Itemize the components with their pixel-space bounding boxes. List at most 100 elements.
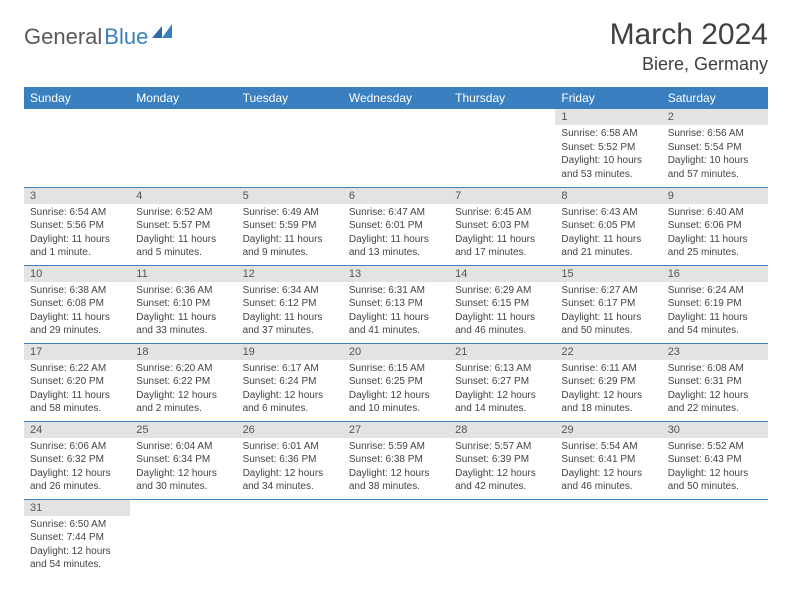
sunrise-text: Sunrise: 6:43 AM — [561, 206, 655, 220]
logo: General Blue — [24, 24, 174, 50]
calendar-cell: 22Sunrise: 6:11 AMSunset: 6:29 PMDayligh… — [555, 343, 661, 421]
daylight-text: Daylight: 11 hours and 9 minutes. — [243, 233, 337, 260]
day-number: 18 — [130, 344, 236, 360]
daylight-text: Daylight: 11 hours and 29 minutes. — [30, 311, 124, 338]
calendar-cell — [130, 109, 236, 187]
day-data: Sunrise: 6:11 AMSunset: 6:29 PMDaylight:… — [555, 360, 661, 420]
sunset-text: Sunset: 6:08 PM — [30, 297, 124, 311]
day-number — [130, 500, 236, 516]
calendar-cell: 13Sunrise: 6:31 AMSunset: 6:13 PMDayligh… — [343, 265, 449, 343]
sunset-text: Sunset: 5:52 PM — [561, 141, 655, 155]
day-data: Sunrise: 6:17 AMSunset: 6:24 PMDaylight:… — [237, 360, 343, 420]
sunrise-text: Sunrise: 6:27 AM — [561, 284, 655, 298]
calendar-cell: 28Sunrise: 5:57 AMSunset: 6:39 PMDayligh… — [449, 421, 555, 499]
sunrise-text: Sunrise: 6:06 AM — [30, 440, 124, 454]
daylight-text: Daylight: 11 hours and 1 minute. — [30, 233, 124, 260]
sunrise-text: Sunrise: 5:59 AM — [349, 440, 443, 454]
calendar-cell: 18Sunrise: 6:20 AMSunset: 6:22 PMDayligh… — [130, 343, 236, 421]
calendar-cell: 30Sunrise: 5:52 AMSunset: 6:43 PMDayligh… — [662, 421, 768, 499]
weekday-header: Sunday — [24, 87, 130, 109]
header: General Blue March 2024 Biere, Germany — [24, 18, 768, 75]
day-data: Sunrise: 5:57 AMSunset: 6:39 PMDaylight:… — [449, 438, 555, 498]
sunset-text: Sunset: 6:27 PM — [455, 375, 549, 389]
daylight-text: Daylight: 12 hours and 26 minutes. — [30, 467, 124, 494]
daylight-text: Daylight: 11 hours and 50 minutes. — [561, 311, 655, 338]
calendar-cell: 5Sunrise: 6:49 AMSunset: 5:59 PMDaylight… — [237, 187, 343, 265]
day-number: 8 — [555, 188, 661, 204]
sunset-text: Sunset: 6:12 PM — [243, 297, 337, 311]
calendar-cell: 1Sunrise: 6:58 AMSunset: 5:52 PMDaylight… — [555, 109, 661, 187]
logo-text-general: General — [24, 24, 102, 50]
daylight-text: Daylight: 11 hours and 13 minutes. — [349, 233, 443, 260]
sunset-text: Sunset: 6:20 PM — [30, 375, 124, 389]
day-number: 28 — [449, 422, 555, 438]
calendar-cell: 4Sunrise: 6:52 AMSunset: 5:57 PMDaylight… — [130, 187, 236, 265]
day-number: 3 — [24, 188, 130, 204]
daylight-text: Daylight: 11 hours and 58 minutes. — [30, 389, 124, 416]
daylight-text: Daylight: 11 hours and 5 minutes. — [136, 233, 230, 260]
day-data: Sunrise: 6:45 AMSunset: 6:03 PMDaylight:… — [449, 204, 555, 264]
sunset-text: Sunset: 6:17 PM — [561, 297, 655, 311]
day-number: 25 — [130, 422, 236, 438]
calendar-cell: 8Sunrise: 6:43 AMSunset: 6:05 PMDaylight… — [555, 187, 661, 265]
day-data: Sunrise: 6:31 AMSunset: 6:13 PMDaylight:… — [343, 282, 449, 342]
sunset-text: Sunset: 5:57 PM — [136, 219, 230, 233]
calendar-cell — [237, 499, 343, 577]
sunset-text: Sunset: 6:31 PM — [668, 375, 762, 389]
calendar-cell: 21Sunrise: 6:13 AMSunset: 6:27 PMDayligh… — [449, 343, 555, 421]
daylight-text: Daylight: 12 hours and 38 minutes. — [349, 467, 443, 494]
sunrise-text: Sunrise: 6:15 AM — [349, 362, 443, 376]
day-number: 30 — [662, 422, 768, 438]
weekday-header: Thursday — [449, 87, 555, 109]
calendar-cell: 6Sunrise: 6:47 AMSunset: 6:01 PMDaylight… — [343, 187, 449, 265]
page-title: March 2024 — [610, 18, 768, 52]
day-number: 5 — [237, 188, 343, 204]
calendar-cell: 25Sunrise: 6:04 AMSunset: 6:34 PMDayligh… — [130, 421, 236, 499]
sunset-text: Sunset: 5:59 PM — [243, 219, 337, 233]
sunset-text: Sunset: 6:24 PM — [243, 375, 337, 389]
calendar-cell — [130, 499, 236, 577]
daylight-text: Daylight: 11 hours and 21 minutes. — [561, 233, 655, 260]
daylight-text: Daylight: 11 hours and 37 minutes. — [243, 311, 337, 338]
day-data: Sunrise: 6:01 AMSunset: 6:36 PMDaylight:… — [237, 438, 343, 498]
calendar-cell — [449, 499, 555, 577]
calendar-cell: 3Sunrise: 6:54 AMSunset: 5:56 PMDaylight… — [24, 187, 130, 265]
calendar-row: 1Sunrise: 6:58 AMSunset: 5:52 PMDaylight… — [24, 109, 768, 187]
sunrise-text: Sunrise: 6:52 AM — [136, 206, 230, 220]
day-number: 17 — [24, 344, 130, 360]
sunset-text: Sunset: 6:39 PM — [455, 453, 549, 467]
calendar-row: 31Sunrise: 6:50 AMSunset: 7:44 PMDayligh… — [24, 499, 768, 577]
sunset-text: Sunset: 6:03 PM — [455, 219, 549, 233]
daylight-text: Daylight: 12 hours and 42 minutes. — [455, 467, 549, 494]
day-data: Sunrise: 6:20 AMSunset: 6:22 PMDaylight:… — [130, 360, 236, 420]
day-data: Sunrise: 6:22 AMSunset: 6:20 PMDaylight:… — [24, 360, 130, 420]
weekday-header: Friday — [555, 87, 661, 109]
daylight-text: Daylight: 11 hours and 41 minutes. — [349, 311, 443, 338]
day-number: 15 — [555, 266, 661, 282]
day-number: 11 — [130, 266, 236, 282]
calendar-cell: 14Sunrise: 6:29 AMSunset: 6:15 PMDayligh… — [449, 265, 555, 343]
calendar-cell — [662, 499, 768, 577]
day-number: 21 — [449, 344, 555, 360]
day-data: Sunrise: 6:49 AMSunset: 5:59 PMDaylight:… — [237, 204, 343, 264]
sunset-text: Sunset: 6:29 PM — [561, 375, 655, 389]
sunrise-text: Sunrise: 6:50 AM — [30, 518, 124, 532]
sunset-text: Sunset: 6:36 PM — [243, 453, 337, 467]
sunrise-text: Sunrise: 6:13 AM — [455, 362, 549, 376]
day-number: 12 — [237, 266, 343, 282]
sunrise-text: Sunrise: 6:56 AM — [668, 127, 762, 141]
day-data: Sunrise: 5:54 AMSunset: 6:41 PMDaylight:… — [555, 438, 661, 498]
sunset-text: Sunset: 6:43 PM — [668, 453, 762, 467]
calendar-cell: 29Sunrise: 5:54 AMSunset: 6:41 PMDayligh… — [555, 421, 661, 499]
daylight-text: Daylight: 12 hours and 14 minutes. — [455, 389, 549, 416]
calendar-cell: 16Sunrise: 6:24 AMSunset: 6:19 PMDayligh… — [662, 265, 768, 343]
sunrise-text: Sunrise: 6:11 AM — [561, 362, 655, 376]
calendar-cell — [555, 499, 661, 577]
day-data: Sunrise: 6:13 AMSunset: 6:27 PMDaylight:… — [449, 360, 555, 420]
day-number: 14 — [449, 266, 555, 282]
sunrise-text: Sunrise: 6:34 AM — [243, 284, 337, 298]
day-data: Sunrise: 5:59 AMSunset: 6:38 PMDaylight:… — [343, 438, 449, 498]
weekday-header: Monday — [130, 87, 236, 109]
day-data: Sunrise: 6:40 AMSunset: 6:06 PMDaylight:… — [662, 204, 768, 264]
day-data: Sunrise: 6:15 AMSunset: 6:25 PMDaylight:… — [343, 360, 449, 420]
